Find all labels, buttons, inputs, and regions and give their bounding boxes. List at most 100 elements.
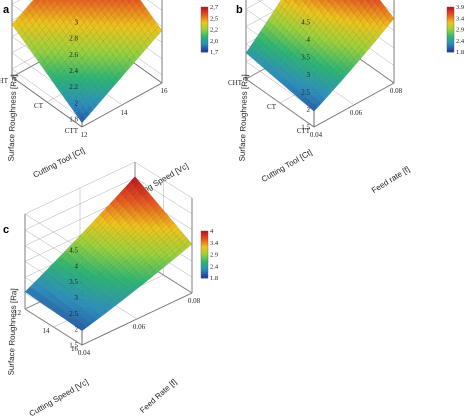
panel-c-surface-cell-19-13 (140, 210, 149, 220)
panel-c-y-axis-title: Cutting Speed [Vc] (28, 377, 90, 418)
panel-b-colorbar-swatch-20 (447, 44, 454, 47)
panel-c-surface-cell-4-17 (55, 274, 64, 282)
panel-c-surface-cell-1-0 (84, 321, 93, 328)
panel-c-colorbar-swatch-21 (201, 272, 208, 275)
panel-a-colorbar-border (200, 6, 209, 53)
panel-c-colorbar-tick-0: 4 (210, 228, 214, 235)
panel-a-surface-cell-18-10 (113, 0, 119, 3)
panel-a-ticks: 1.8 2 2.2 2.4 2.6 2.8 3 12 14 16 CTT CT CHT (0, 19, 168, 140)
panel-c-surface-cell-21-12 (153, 203, 162, 213)
panel-b-z-tick-6: 4.5 (301, 19, 310, 27)
panel-c-surface-cell-15-6 (138, 249, 147, 258)
panel-a-z-tick-0: 1.8 (69, 115, 78, 123)
panel-c-surface-cell-3-0 (94, 313, 103, 320)
panel-c-surface-cell-3-20 (42, 273, 51, 281)
panel-a-colorbar-swatch-19 (201, 42, 208, 45)
panel-c-colorbar-swatch-14 (201, 258, 208, 261)
panel-a-colorbar-swatch-4 (201, 14, 208, 17)
panel-c-surface-cell-18-14 (132, 212, 141, 222)
panel-b-x-tick-0: 0.04 (310, 131, 323, 139)
panel-b-surface-cell-9-5 (328, 50, 336, 59)
panel-c-surface-cell-4-19 (50, 270, 58, 278)
panel-a-y-tick-0: CTT (65, 127, 79, 135)
panel-c-surface-cell-17-17 (120, 209, 129, 218)
panel-a-colorbar-swatch-21 (201, 46, 208, 49)
panel-a-surface-cell-0-0 (78, 114, 86, 124)
panel-b-surface-cell-13-11 (324, 10, 332, 20)
panel-c-surface-cell-2-9 (65, 300, 74, 307)
panel-a-surface-cell-16-3 (127, 33, 135, 43)
panel-c-z-tick-1: 2 (75, 326, 79, 334)
panel-a-colorbar-swatch-13 (201, 31, 208, 34)
panel-c-z-axis-title: Surface Roughness [Ra] (6, 288, 18, 375)
panel-b-colorbar-tick-1: 3.4 (456, 15, 465, 22)
panel-a-colorbar-swatch-2 (201, 10, 208, 14)
panel-c-surface-cell-2-1 (86, 315, 95, 322)
panel-c-surface-cell-0-8 (58, 310, 67, 317)
panel-a-x-tick-2: 16 (161, 87, 169, 95)
panel-c-surface-cell-2-0 (89, 317, 98, 324)
panel-c-surface-cell-2-7 (71, 303, 80, 311)
panel-a-colorbar-swatch-11 (201, 27, 208, 30)
panel-c-surface-cell-17-1 (161, 254, 170, 263)
panel-c-colorbar-border (200, 230, 209, 279)
panel-a-y-tick-2: CHT (0, 77, 9, 85)
panel-b-z-tick-5: 4 (307, 36, 311, 44)
panel-c-colorbar-swatch-17 (201, 264, 208, 267)
panel-b-surface-cell-0-7 (289, 85, 297, 93)
panel-b-colorbar-swatch-23 (447, 50, 454, 53)
panel-b-colorbar-swatch-9 (447, 23, 454, 27)
panel-c-surface-cell-17-12 (133, 223, 142, 232)
panel-b-surface-cell-13-16 (309, 0, 314, 3)
panel-c-surface-cell-1-14 (47, 294, 56, 302)
panel-b-colorbar-swatch-12 (447, 29, 454, 32)
panel-c-surface-cell-3-15 (55, 283, 64, 291)
panel-a-colorbar-swatch-1 (201, 8, 208, 12)
panel-label-a: a (3, 4, 10, 16)
panel-b-colorbar-tick-2: 2.9 (456, 27, 464, 34)
panel-b-grid-back-4 (245, 0, 263, 10)
panel-c-surface-cell-11-3 (126, 274, 135, 282)
panel-a-x-tick-0: 12 (81, 131, 89, 139)
panel-a-surface-cell-19-9 (120, 0, 126, 4)
panel-c-surface-cell-19-6 (158, 231, 167, 240)
panel-c-surface-cell-9-20 (72, 242, 81, 251)
panel-c-surface-cell-7-5 (101, 286, 110, 294)
panel-a-colorbar: 2,7 2,5 2,2 2,0 1,7 (200, 4, 219, 56)
panel-c-surface-cell-19-18 (127, 196, 136, 205)
panel-a-colorbar-swatch-22 (201, 48, 208, 51)
panel-c-colorbar: 4 3.4 2.9 2.4 1.8 (200, 228, 219, 282)
panel-a-surface-cell-13-15 (80, 0, 83, 2)
panel-c-surface-cell-0-0 (79, 325, 88, 332)
panel-a-surface-cell-1-20 (18, 20, 26, 30)
panel-b-surface-cell-16-10 (338, 0, 346, 9)
panel-c-x-tick-0: 0.04 (78, 349, 91, 357)
panel-b-surface-cell-0-11 (276, 74, 284, 83)
panel-c-colorbar-swatch-16 (201, 262, 208, 265)
panel-c-surface-cell-11-17 (90, 240, 99, 248)
panel-c-surface-cell-14-21 (94, 214, 103, 223)
panel-b-surface-cell-0-15 (264, 63, 272, 72)
panel-a-colorbar-tick-0: 2,7 (210, 4, 219, 11)
panel-b-surface-cell-0-0 (310, 104, 318, 112)
panel-c-surface-cell-18-1 (166, 250, 175, 259)
panel-b-z-tick-2: 2.5 (301, 89, 310, 97)
panel-c-surface-cell-8-0 (119, 294, 128, 301)
panel-c-surface-cell-4-3 (91, 303, 100, 311)
panel-a-surface-cell-11-13 (77, 9, 85, 19)
panel-c-surface-cell-10-16 (87, 247, 96, 256)
panel-b-surface-cell-10-21 (284, 0, 287, 2)
panel-b-surface-cell-1-20 (252, 44, 260, 54)
panel-b-colorbar: 3.9 3.4 2.9 2.4 1.8 (446, 4, 465, 56)
panel-b-ticks: 1.5 2 2.5 3 3.5 4 4.5 0.04 0.06 0.08 CTT CT CHT (228, 19, 403, 140)
panel-c-y-tick-2: 12 (14, 309, 22, 317)
panel-a-surface-cell-17-11 (107, 0, 111, 3)
panel-b-colorbar-swatch-19 (447, 42, 454, 45)
panel-c-z-tick-2: 2.5 (69, 310, 78, 318)
panel-b-colorbar-swatch-5 (447, 16, 454, 19)
panel-c-surface-cell-6-6 (93, 289, 102, 296)
panel-c-surface (24, 176, 193, 332)
panel-a-z-tick-2: 2.2 (69, 83, 78, 91)
panel-a-surface-cell-5-20 (33, 3, 41, 13)
panel-c-surface-cell-2-10 (63, 298, 72, 305)
